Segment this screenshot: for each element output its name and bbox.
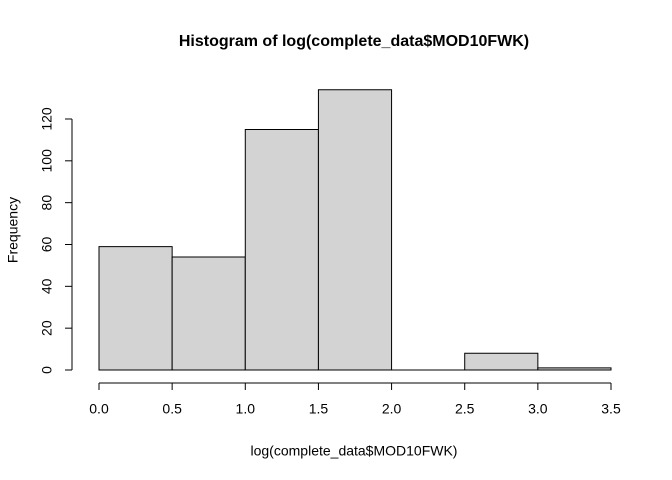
bar [244, 128, 319, 371]
x-axis-label: log(complete_data$MOD10FWK) [251, 443, 458, 459]
x-tick-label: 1.0 [236, 401, 256, 417]
x-tick-label: 0.5 [162, 401, 182, 417]
x-tick-label: 1.5 [309, 401, 329, 417]
y-tick-label: 120 [39, 107, 55, 131]
bar [537, 367, 612, 371]
x-tick-label: 3.5 [601, 401, 621, 417]
bar [317, 89, 393, 371]
x-tick-label: 2.5 [455, 401, 475, 417]
y-tick-label: 60 [39, 236, 55, 252]
y-tick-label: 0 [39, 366, 55, 374]
y-tick-label: 40 [39, 278, 55, 294]
bar [464, 352, 539, 371]
x-tick-label: 2.0 [382, 401, 402, 417]
y-tick-label: 20 [39, 320, 55, 336]
y-axis-label: Frequency [5, 197, 21, 263]
x-tick-label: 3.0 [528, 401, 548, 417]
y-tick-label: 80 [39, 195, 55, 211]
bar [98, 246, 173, 371]
y-tick-label: 100 [39, 149, 55, 173]
chart-title: Histogram of log(complete_data$MOD10FWK) [179, 33, 529, 50]
x-tick-label: 0.0 [89, 401, 109, 417]
bar [171, 256, 246, 371]
